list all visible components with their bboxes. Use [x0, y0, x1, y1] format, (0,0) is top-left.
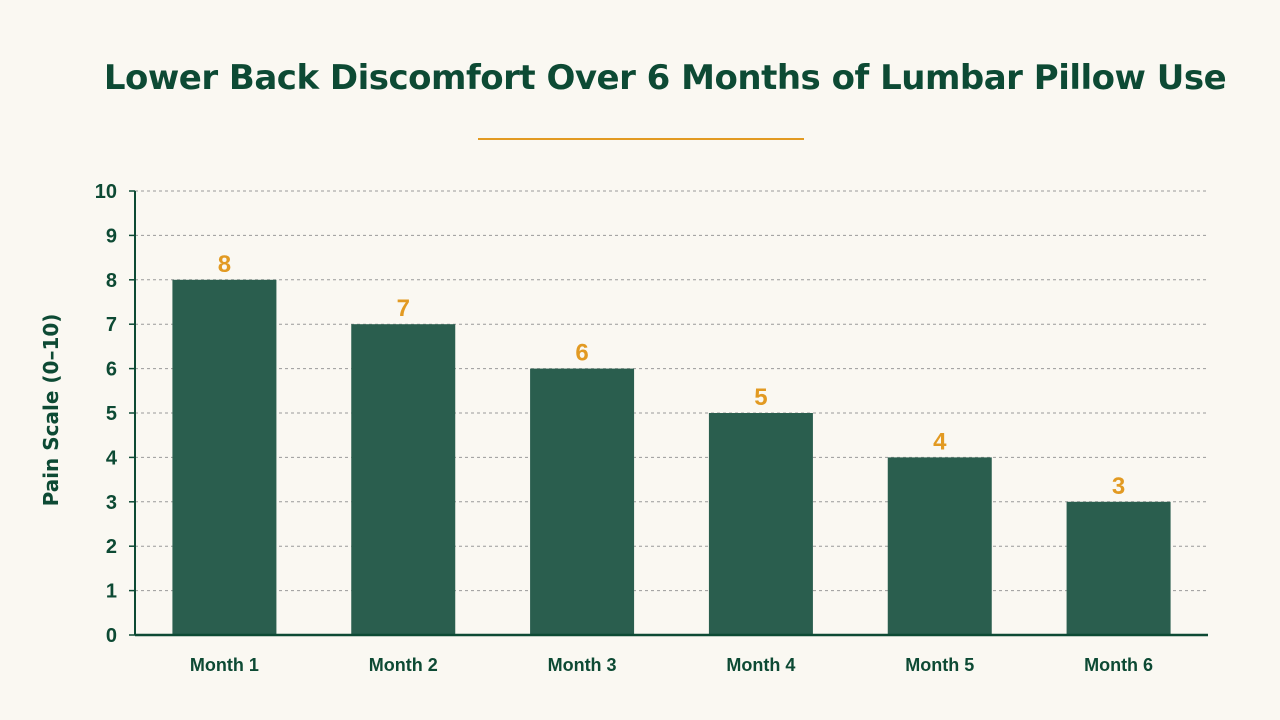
y-tick-label-10: 10	[95, 181, 117, 203]
bar-3	[530, 368, 635, 635]
data-label-6: 3	[1112, 473, 1125, 500]
x-category-label-6: Month 6	[1084, 655, 1153, 675]
y-tick-label-3: 3	[106, 492, 117, 514]
bar-1	[172, 279, 277, 635]
data-labels: 8 7 6 5 4 3	[218, 251, 1126, 500]
gridlines	[129, 190, 1208, 636]
x-category-label-1: Month 1	[190, 655, 259, 675]
x-category-label-5: Month 5	[905, 655, 974, 675]
x-category-labels: Month 1 Month 2 Month 3 Month 4 Month 5 Month…	[190, 655, 1153, 675]
data-label-2: 7	[397, 295, 410, 322]
bar-4	[708, 413, 813, 635]
data-label-1: 8	[218, 251, 231, 278]
y-tick-label-2: 2	[106, 536, 117, 558]
y-tick-labels: 0 1 2 3 4 5 6 7 8 9 10	[95, 181, 118, 647]
axes	[134, 191, 1208, 637]
data-label-3: 6	[575, 340, 588, 367]
title-underline	[478, 138, 804, 140]
y-tick-label-0: 0	[106, 625, 117, 647]
y-tick-label-7: 7	[106, 314, 117, 336]
bars	[172, 279, 1171, 635]
bar-6	[1066, 501, 1171, 635]
bar-2	[351, 324, 456, 635]
x-category-label-2: Month 2	[369, 655, 438, 675]
y-tick-label-6: 6	[106, 359, 117, 381]
y-tick-label-9: 9	[106, 225, 117, 247]
y-tick-label-5: 5	[106, 403, 117, 425]
bar-5	[887, 457, 992, 635]
x-category-label-4: Month 4	[726, 655, 795, 675]
y-tick-label-4: 4	[106, 447, 118, 469]
y-tick-label-8: 8	[106, 270, 117, 292]
y-axis-title: Pain Scale (0–10)	[39, 314, 63, 507]
y-tick-label-1: 1	[106, 581, 117, 603]
x-category-label-3: Month 3	[548, 655, 617, 675]
chart-title: Lower Back Discomfort Over 6 Months of L…	[103, 58, 1227, 98]
data-label-5: 4	[933, 428, 947, 455]
data-label-4: 5	[754, 384, 767, 411]
